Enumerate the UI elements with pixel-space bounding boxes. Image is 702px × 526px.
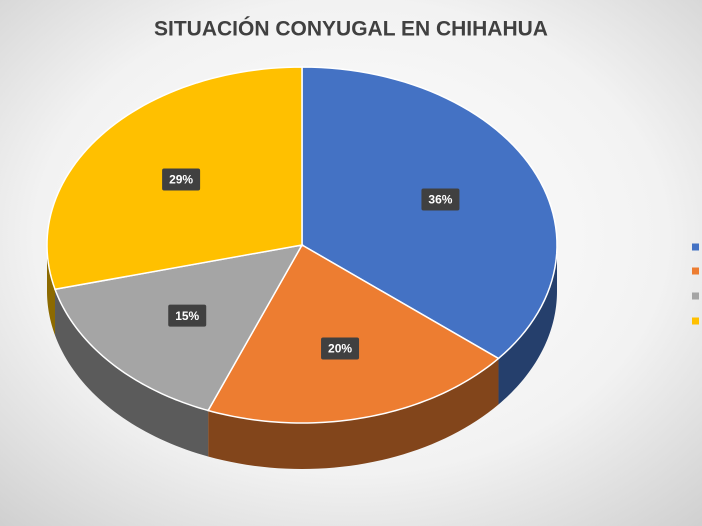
data-label: 15% [175, 309, 199, 323]
data-label: 29% [169, 173, 193, 187]
legend-swatch [692, 292, 699, 300]
slice-side [498, 245, 557, 405]
data-label-box [421, 188, 460, 211]
slice [301, 66, 558, 360]
slice-side [208, 358, 499, 469]
slice [206, 243, 500, 424]
data-label: 36% [428, 193, 452, 207]
data-label-box [162, 168, 201, 191]
data-labels: 36% 20% 15% 29% [162, 168, 460, 360]
data-label-box [321, 337, 360, 360]
pie [46, 66, 558, 469]
data-label-box [168, 304, 207, 327]
slice-side [55, 289, 209, 457]
legend [692, 243, 699, 325]
legend-swatch [692, 317, 699, 325]
legend-swatch [692, 243, 699, 251]
slice [53, 243, 304, 412]
data-label: 20% [328, 342, 352, 356]
legend-swatch [692, 267, 699, 275]
chart-title: SITUACIÓN CONYUGAL EN CHIHAHUA [154, 17, 548, 41]
